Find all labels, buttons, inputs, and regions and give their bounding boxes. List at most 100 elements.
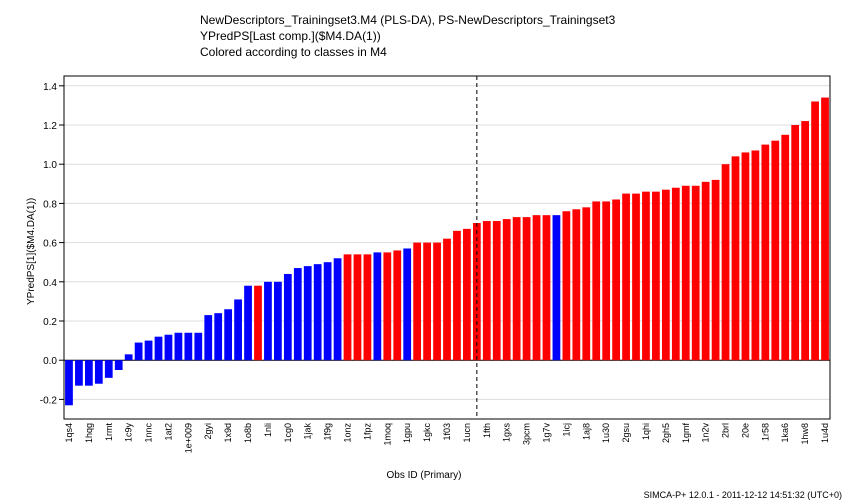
x-tick-label: 1g7v xyxy=(541,423,551,443)
bar xyxy=(423,242,431,361)
plot-frame xyxy=(63,75,831,420)
bar xyxy=(124,354,133,361)
bar xyxy=(532,215,541,361)
y-tick-label: 1.2 xyxy=(43,121,57,132)
x-axis-label: Obs ID (Primary) xyxy=(386,470,462,481)
bar xyxy=(821,97,829,361)
bar xyxy=(204,315,213,361)
x-tick-label: 1at2 xyxy=(163,423,173,441)
bar xyxy=(65,360,73,406)
bar xyxy=(443,238,451,361)
bar xyxy=(751,150,760,361)
bar xyxy=(154,336,163,361)
x-tick-label: 1ucn xyxy=(462,423,472,443)
bar xyxy=(711,179,720,361)
x-tick-label: 2gyi xyxy=(203,423,213,440)
x-tick-label: 1icj xyxy=(561,423,571,437)
x-tick-label: 1gkc xyxy=(422,423,432,443)
bar xyxy=(482,221,491,361)
bar xyxy=(134,342,143,361)
bar xyxy=(781,134,790,361)
x-tick-label: 1aj8 xyxy=(581,423,591,440)
x-tick-label: 1cg0 xyxy=(283,423,293,443)
x-tick-label: 1moq xyxy=(382,423,392,446)
y-tick-label: 0.0 xyxy=(43,356,57,367)
y-tick-label: 0.6 xyxy=(43,239,57,250)
bar xyxy=(75,360,83,386)
y-tick-label: 0.4 xyxy=(43,278,57,289)
bar xyxy=(731,156,740,361)
bar xyxy=(463,228,471,361)
x-tick-label: 1fth xyxy=(482,423,492,438)
x-tick-label: 1onz xyxy=(343,423,353,443)
x-tick-label: 1f9g xyxy=(323,423,333,441)
bar xyxy=(761,144,770,361)
chart-title-line-3: Colored according to classes in M4 xyxy=(200,45,387,59)
x-tick-label: 1fpz xyxy=(362,423,372,441)
x-tick-label: 1rmt xyxy=(104,423,114,441)
bar xyxy=(622,193,630,361)
bar xyxy=(343,254,352,361)
x-tick-label: 1qhi xyxy=(641,423,651,440)
bar xyxy=(144,340,153,361)
y-tick-label: 0.8 xyxy=(43,199,57,210)
y-tick-label: 1.4 xyxy=(43,82,57,93)
bar xyxy=(244,285,252,361)
bar xyxy=(353,254,362,361)
x-tick-label: 1gxs xyxy=(502,423,512,443)
bar xyxy=(274,281,282,361)
bar xyxy=(492,221,501,361)
bar xyxy=(582,207,591,361)
x-tick-label: 1o8b xyxy=(243,423,253,443)
bar xyxy=(453,230,461,361)
chart-title-line-2: YPredPS[Last comp.]($M4.DA(1)) xyxy=(200,29,381,43)
x-tick-label: 1r58 xyxy=(760,423,770,441)
x-tick-label: 1qs4 xyxy=(64,423,74,443)
x-tick-label: 2gsu xyxy=(621,423,631,443)
bar xyxy=(313,264,322,361)
bar xyxy=(542,215,551,361)
footer-text: SIMCA-P+ 12.0.1 - 2011-12-12 14:51:32 (U… xyxy=(643,490,842,500)
bar xyxy=(194,332,203,361)
x-tick-label: 1gmf xyxy=(681,423,691,444)
bar xyxy=(393,250,402,361)
bar xyxy=(652,191,660,361)
bar xyxy=(184,332,193,361)
y-tick-label: 0.2 xyxy=(43,317,57,328)
bar xyxy=(801,121,810,361)
bar xyxy=(602,201,611,361)
x-tick-label: 1x9d xyxy=(223,423,233,443)
bar xyxy=(94,360,103,384)
bar xyxy=(612,199,620,361)
chart-title-block: NewDescriptors_Trainingset3.M4 (PLS-DA),… xyxy=(200,12,615,60)
bar xyxy=(413,242,422,361)
bar xyxy=(373,252,382,361)
x-tick-label: 1e+009 xyxy=(183,423,193,453)
bar xyxy=(264,281,272,361)
bar xyxy=(671,187,680,361)
bar xyxy=(433,242,441,361)
bar xyxy=(721,164,730,361)
bar xyxy=(572,209,581,361)
bar xyxy=(303,266,312,361)
x-tick-label: 1u4d xyxy=(820,423,830,443)
x-tick-label: 1hw8 xyxy=(800,423,810,445)
bar xyxy=(224,309,233,361)
bar xyxy=(632,193,640,361)
bar xyxy=(164,334,173,361)
bar xyxy=(283,273,292,361)
x-tick-label: 2brl xyxy=(721,423,731,438)
chart-title-line-1: NewDescriptors_Trainingset3.M4 (PLS-DA),… xyxy=(200,13,616,27)
bar xyxy=(323,262,332,361)
bar xyxy=(84,360,93,386)
bar xyxy=(234,299,242,361)
bar xyxy=(791,125,800,361)
x-tick-label: 3pcm xyxy=(522,423,532,445)
bar xyxy=(642,191,650,361)
bar xyxy=(771,140,780,361)
x-tick-label: 1hqg xyxy=(84,423,94,443)
bar xyxy=(104,360,113,378)
y-axis-label: YPredPS[1]($M4.DA(1)) xyxy=(26,197,37,305)
y-tick-label: 1.0 xyxy=(43,160,57,171)
